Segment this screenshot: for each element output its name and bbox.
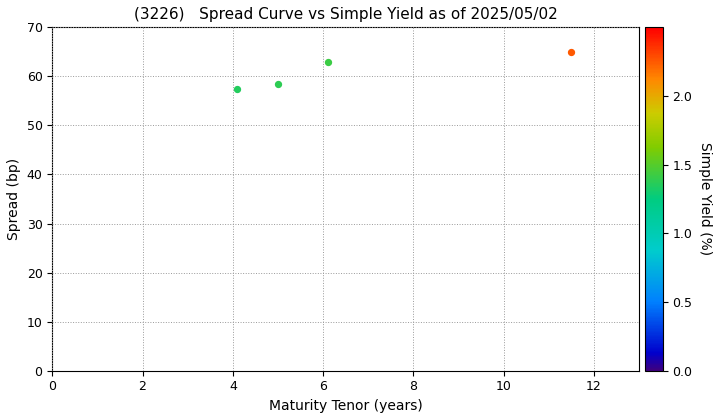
Y-axis label: Spread (bp): Spread (bp) [7, 158, 21, 240]
Y-axis label: Simple Yield (%): Simple Yield (%) [698, 142, 711, 256]
Point [322, 58, 333, 65]
Point [272, 80, 284, 87]
Point [232, 85, 243, 92]
Title: (3226)   Spread Curve vs Simple Yield as of 2025/05/02: (3226) Spread Curve vs Simple Yield as o… [134, 7, 557, 22]
X-axis label: Maturity Tenor (years): Maturity Tenor (years) [269, 399, 423, 413]
Point [566, 48, 577, 55]
